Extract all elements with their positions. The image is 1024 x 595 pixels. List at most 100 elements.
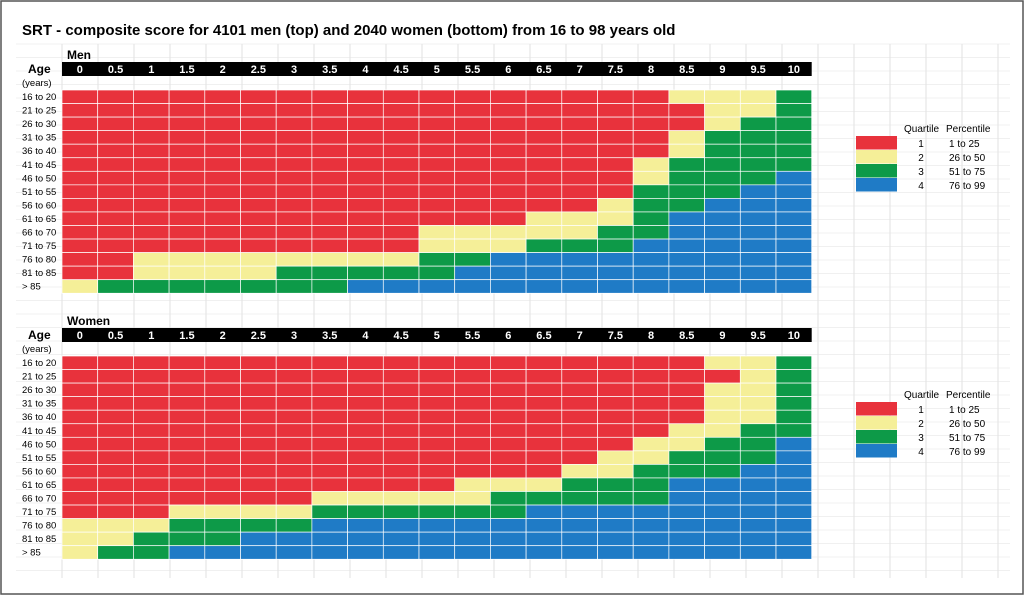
heat-cell bbox=[668, 103, 705, 118]
heat-cell bbox=[490, 382, 527, 398]
heat-cell bbox=[525, 504, 563, 519]
heat-cell bbox=[97, 89, 134, 104]
heat-cell bbox=[382, 265, 420, 281]
heat-cell bbox=[382, 450, 420, 465]
heat-cell bbox=[418, 265, 456, 281]
column-label: 9.5 bbox=[751, 64, 766, 76]
heat-cell bbox=[775, 252, 813, 267]
heat-cell bbox=[490, 477, 527, 492]
heat-cell bbox=[204, 211, 241, 226]
heat-cell bbox=[240, 89, 277, 104]
heat-cell bbox=[454, 157, 491, 172]
column-label: 8.5 bbox=[679, 330, 694, 342]
legend-percentile: 1 to 25 bbox=[949, 405, 980, 416]
heat-cell bbox=[454, 464, 491, 479]
heat-cell bbox=[775, 198, 813, 213]
heat-cell bbox=[668, 450, 705, 465]
heat-cell bbox=[490, 238, 527, 253]
heat-cell bbox=[704, 130, 741, 145]
heat-cell bbox=[382, 545, 420, 560]
heat-cell bbox=[382, 369, 420, 384]
heat-cell bbox=[275, 491, 313, 506]
heat-cell bbox=[454, 198, 491, 213]
heat-cell bbox=[133, 369, 170, 384]
heat-cell bbox=[632, 464, 670, 479]
heat-cell bbox=[204, 238, 241, 253]
heat-cell bbox=[775, 355, 813, 370]
heat-cell bbox=[632, 545, 670, 560]
heat-cell bbox=[311, 450, 348, 465]
heat-cell bbox=[275, 396, 313, 411]
heat-cell bbox=[133, 116, 170, 131]
column-label: 7.5 bbox=[608, 64, 623, 76]
heat-cell bbox=[204, 143, 241, 159]
heat-cell bbox=[704, 238, 741, 253]
row-label: 46 to 50 bbox=[22, 173, 56, 184]
heat-cell bbox=[133, 531, 170, 547]
heat-cell bbox=[632, 409, 670, 425]
heat-cell bbox=[668, 409, 705, 425]
column-label: 8 bbox=[648, 64, 654, 76]
heat-cell bbox=[739, 450, 777, 465]
column-header-bar bbox=[62, 62, 812, 76]
heat-cell bbox=[704, 198, 741, 213]
heat-cell bbox=[97, 238, 134, 253]
heat-cell bbox=[275, 409, 313, 425]
heat-cell bbox=[597, 103, 634, 118]
row-label: > 85 bbox=[22, 548, 41, 559]
heat-cell bbox=[561, 143, 598, 159]
heat-cell bbox=[597, 545, 634, 560]
heat-cell bbox=[311, 464, 348, 479]
heat-cell bbox=[275, 103, 313, 118]
heat-cell bbox=[668, 211, 705, 226]
row-header-unit: (years) bbox=[22, 344, 52, 355]
heat-cell bbox=[382, 355, 420, 370]
heat-cell bbox=[668, 198, 705, 213]
heat-cell bbox=[347, 355, 384, 370]
heat-cell bbox=[454, 103, 491, 118]
heat-cell bbox=[739, 423, 777, 438]
legend-percentile: 1 to 25 bbox=[949, 139, 980, 150]
heat-cell bbox=[347, 504, 384, 519]
heat-cell bbox=[61, 252, 99, 267]
heat-cell bbox=[597, 423, 634, 438]
heat-cell bbox=[632, 477, 670, 492]
heat-cell bbox=[97, 116, 134, 131]
heat-cell bbox=[704, 531, 741, 547]
heat-cell bbox=[311, 103, 348, 118]
row-label: 16 to 20 bbox=[22, 92, 56, 103]
heat-cell bbox=[775, 504, 813, 519]
column-label: 4.5 bbox=[394, 330, 409, 342]
heat-cell bbox=[704, 477, 741, 492]
heat-cell bbox=[561, 436, 598, 452]
heat-cell bbox=[204, 355, 241, 370]
heat-cell bbox=[204, 464, 241, 479]
heat-cell bbox=[632, 116, 670, 131]
row-header: Age bbox=[28, 328, 51, 342]
heat-cell bbox=[240, 225, 277, 240]
heat-cell bbox=[275, 130, 313, 145]
heat-cell bbox=[347, 423, 384, 438]
heat-cell bbox=[347, 211, 384, 226]
heat-cell bbox=[525, 238, 563, 253]
heat-cell bbox=[668, 396, 705, 411]
heat-cell bbox=[704, 157, 741, 172]
heat-cell bbox=[775, 184, 813, 199]
column-label: 5 bbox=[434, 64, 440, 76]
heat-cell bbox=[525, 252, 563, 267]
heat-cell bbox=[632, 423, 670, 438]
heat-cell bbox=[240, 279, 277, 294]
legend-percentile: 26 to 50 bbox=[949, 419, 986, 430]
column-label: 6.5 bbox=[536, 330, 551, 342]
heat-cell bbox=[775, 157, 813, 172]
legend-quartile: 4 bbox=[918, 447, 924, 458]
heat-cell bbox=[597, 225, 634, 240]
women-panel: Women Age (years) 0 0.5 1 1.5 2 2.5 3 3.5 4 4.5 5 5.5 6… bbox=[22, 314, 991, 560]
heat-cell bbox=[775, 531, 813, 547]
heat-cell bbox=[668, 436, 705, 452]
heat-cell bbox=[454, 143, 491, 159]
heat-cell bbox=[561, 198, 598, 213]
heat-cell bbox=[525, 531, 563, 547]
heat-cell bbox=[240, 103, 277, 118]
heat-cell bbox=[597, 252, 634, 267]
